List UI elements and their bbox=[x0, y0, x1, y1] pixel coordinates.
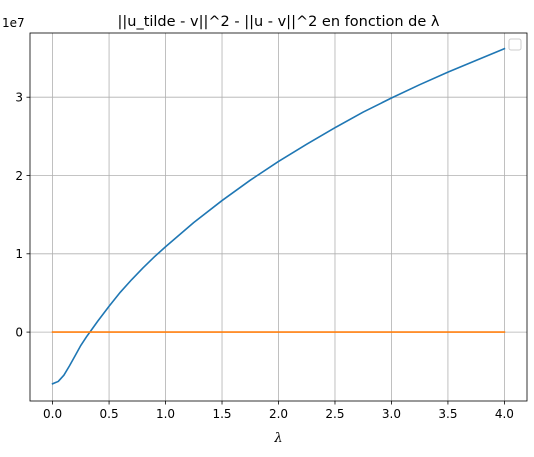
x-tick-label: 1.0 bbox=[156, 407, 175, 421]
legend-box bbox=[508, 38, 522, 51]
x-tick-label: 2.5 bbox=[325, 407, 344, 421]
x-tick-label: 3.0 bbox=[382, 407, 401, 421]
x-tick-label: 0.0 bbox=[43, 407, 62, 421]
y-tick-label: 1 bbox=[15, 247, 23, 261]
y-tick-label: 3 bbox=[15, 91, 23, 105]
x-tick-label: 0.5 bbox=[100, 407, 119, 421]
x-tick-label: 2.0 bbox=[269, 407, 288, 421]
y-axis-ticks: 0 1 2 3 bbox=[15, 91, 30, 339]
x-axis-label: λ bbox=[273, 431, 282, 446]
series-layer bbox=[51, 47, 506, 385]
x-axis-ticks: 0.0 0.5 1.0 1.5 2.0 2.5 3.0 3.5 4.0 bbox=[43, 401, 514, 421]
x-tick-label: 1.5 bbox=[212, 407, 231, 421]
grid bbox=[30, 33, 527, 401]
x-tick-label: 3.5 bbox=[438, 407, 457, 421]
x-tick-label: 4.0 bbox=[495, 407, 514, 421]
series-1-line bbox=[51, 47, 506, 385]
y-tick-label: 0 bbox=[15, 325, 23, 339]
y-axis-offset-label: 1e7 bbox=[2, 16, 25, 30]
chart-title: ||u_tilde - v||^2 - ||u - v||^2 en fonct… bbox=[117, 14, 439, 30]
y-tick-label: 2 bbox=[15, 169, 23, 183]
